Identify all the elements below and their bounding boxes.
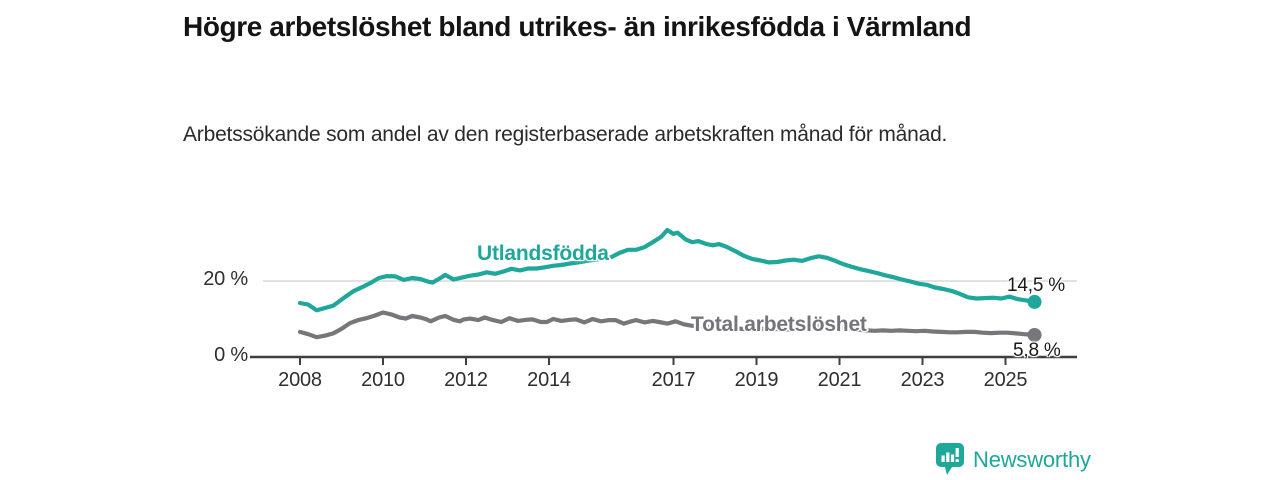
end-value-label-total: 5,8 % bbox=[1013, 340, 1061, 361]
newsworthy-logo[interactable]: Newsworthy bbox=[936, 443, 1091, 476]
x-axis-label-2025: 2025 bbox=[983, 369, 1028, 391]
end-value-label-utlandsfodda: 14,5 % bbox=[1007, 275, 1065, 296]
page-title: Högre arbetslöshet bland utrikes- än inr… bbox=[183, 11, 972, 42]
brand-name: Newsworthy bbox=[973, 446, 1091, 472]
x-axis-label-2008: 2008 bbox=[278, 369, 322, 391]
end-dot-utlandsfodda bbox=[1027, 294, 1042, 309]
line-total-arbetsloshet bbox=[297, 310, 1037, 340]
y-axis-label-20: 20 % bbox=[203, 268, 248, 290]
end-dot-total-arbetsloshet bbox=[1027, 327, 1042, 342]
x-axis-label-2012: 2012 bbox=[444, 369, 488, 391]
line-utlandsfodda bbox=[297, 228, 1037, 313]
x-axis-label-2021: 2021 bbox=[817, 369, 862, 391]
x-axis-label-2017: 2017 bbox=[651, 369, 696, 391]
x-axis-label-2019: 2019 bbox=[734, 369, 779, 391]
series-label-total-arbetsloshet: Total arbetslöshet bbox=[691, 313, 867, 336]
chart-subtitle: Arbetssökande som andel av den registerb… bbox=[183, 123, 948, 146]
x-axis-label-2014: 2014 bbox=[527, 369, 571, 391]
series-label-utlandsfodda: Utlandsfödda bbox=[477, 242, 609, 265]
newsworthy-bubble-chart-icon bbox=[936, 443, 964, 475]
x-axis-label-2023: 2023 bbox=[900, 369, 945, 391]
y-axis-label-0: 0 % bbox=[214, 344, 248, 366]
x-axis-label-2010: 2010 bbox=[361, 369, 405, 391]
